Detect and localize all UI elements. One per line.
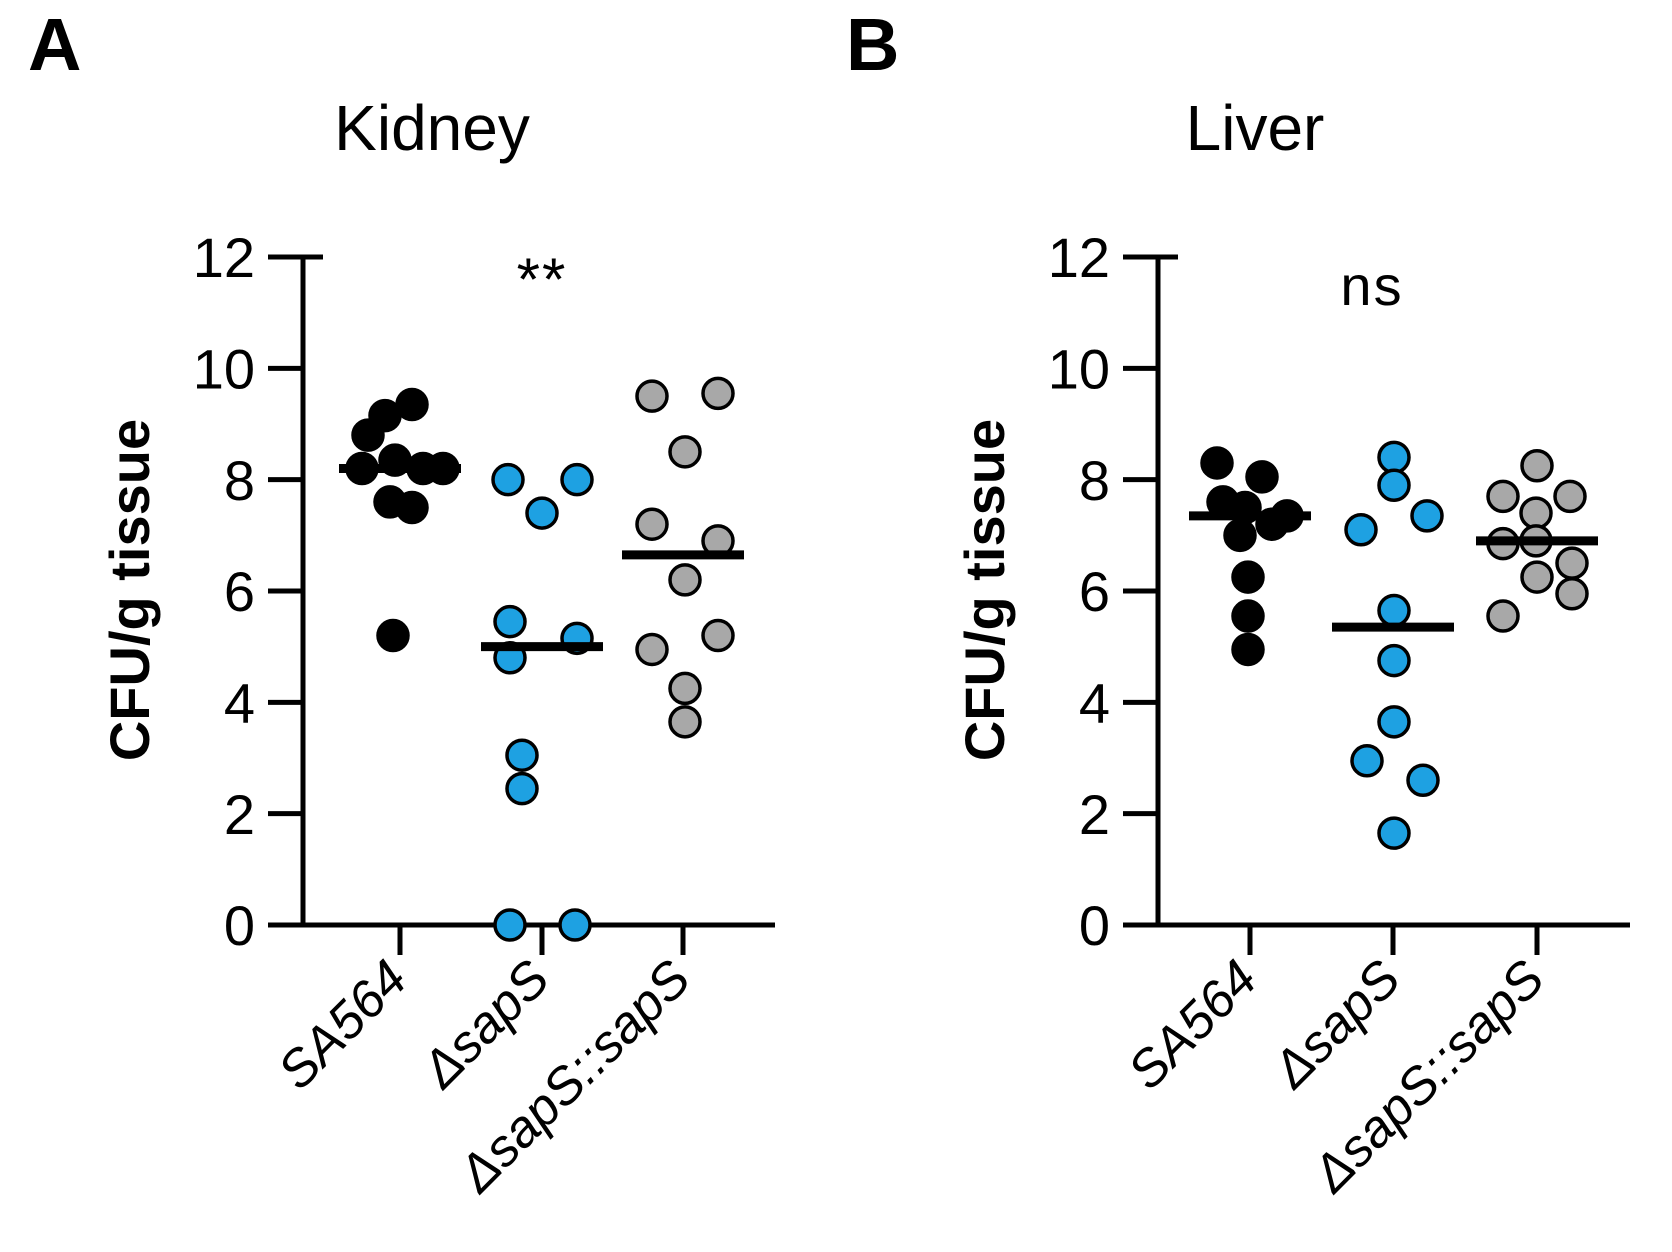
data-point [1350, 744, 1384, 778]
data-point [1377, 705, 1411, 739]
y-tick-label: 4 [224, 671, 255, 734]
panel-a-title: Kidney [334, 92, 530, 164]
data-point [701, 376, 735, 411]
data-point [376, 618, 410, 653]
data-point [635, 507, 669, 541]
y-tick-label: 0 [224, 894, 255, 957]
data-point [668, 563, 702, 597]
data-point [1553, 479, 1587, 514]
data-point [1519, 496, 1553, 530]
data-point [493, 604, 527, 639]
y-tick-label: 4 [1079, 671, 1110, 734]
panel-b-y-axis-label: CFU/g tissue [953, 418, 1016, 762]
data-point [505, 771, 539, 806]
data-point [1377, 816, 1411, 850]
data-point [505, 738, 539, 772]
data-point [635, 632, 669, 667]
data-point [558, 908, 592, 942]
y-tick-label: 10 [193, 337, 255, 400]
y-tick-label: 2 [1079, 783, 1110, 846]
y-tick-label: 0 [1079, 894, 1110, 957]
data-point [635, 379, 669, 413]
panel-b-title: Liver [1185, 92, 1325, 164]
data-point [1406, 763, 1440, 798]
panel-a-significance: ** [516, 246, 568, 313]
data-point [1520, 448, 1554, 483]
data-point [1231, 632, 1265, 667]
data-point [1410, 499, 1444, 533]
data-point [1377, 593, 1411, 628]
data-point [491, 462, 525, 497]
data-point [1377, 468, 1411, 502]
y-tick-label: 8 [1079, 449, 1110, 512]
data-point [1231, 599, 1265, 633]
y-tick-label: 2 [224, 783, 255, 846]
panel-a-letter: A [28, 3, 82, 86]
panel-a-y-axis-label: CFU/g tissue [98, 418, 161, 762]
panel-b-significance: ns [1340, 254, 1404, 317]
data-point [1486, 479, 1520, 514]
data-point [668, 671, 702, 706]
y-tick-label: 6 [224, 560, 255, 623]
y-tick-label: 6 [1079, 560, 1110, 623]
data-point [701, 618, 735, 653]
data-point [1200, 446, 1234, 480]
panel-b-letter: B [846, 3, 900, 86]
y-tick-label: 10 [1048, 337, 1110, 400]
data-point [1377, 643, 1411, 678]
category-label: SA564 [1117, 949, 1268, 1100]
data-point [1555, 577, 1589, 611]
y-tick-label: 8 [224, 449, 255, 512]
data-point [1377, 440, 1411, 475]
data-point [351, 418, 385, 452]
data-point [668, 435, 702, 469]
data-point [1231, 560, 1265, 594]
data-point [668, 705, 702, 739]
data-point [1223, 518, 1257, 553]
data-point [1486, 599, 1520, 633]
data-point [560, 462, 594, 497]
data-point [395, 490, 429, 525]
y-tick-label: 12 [1048, 226, 1110, 289]
y-tick-label: 12 [193, 226, 255, 289]
data-point [493, 908, 527, 942]
data-point [1245, 460, 1279, 494]
data-point [1344, 513, 1378, 547]
data-point [525, 496, 559, 530]
data-point [1520, 560, 1554, 594]
data-point [1555, 546, 1589, 580]
category-label: SA564 [267, 949, 418, 1100]
